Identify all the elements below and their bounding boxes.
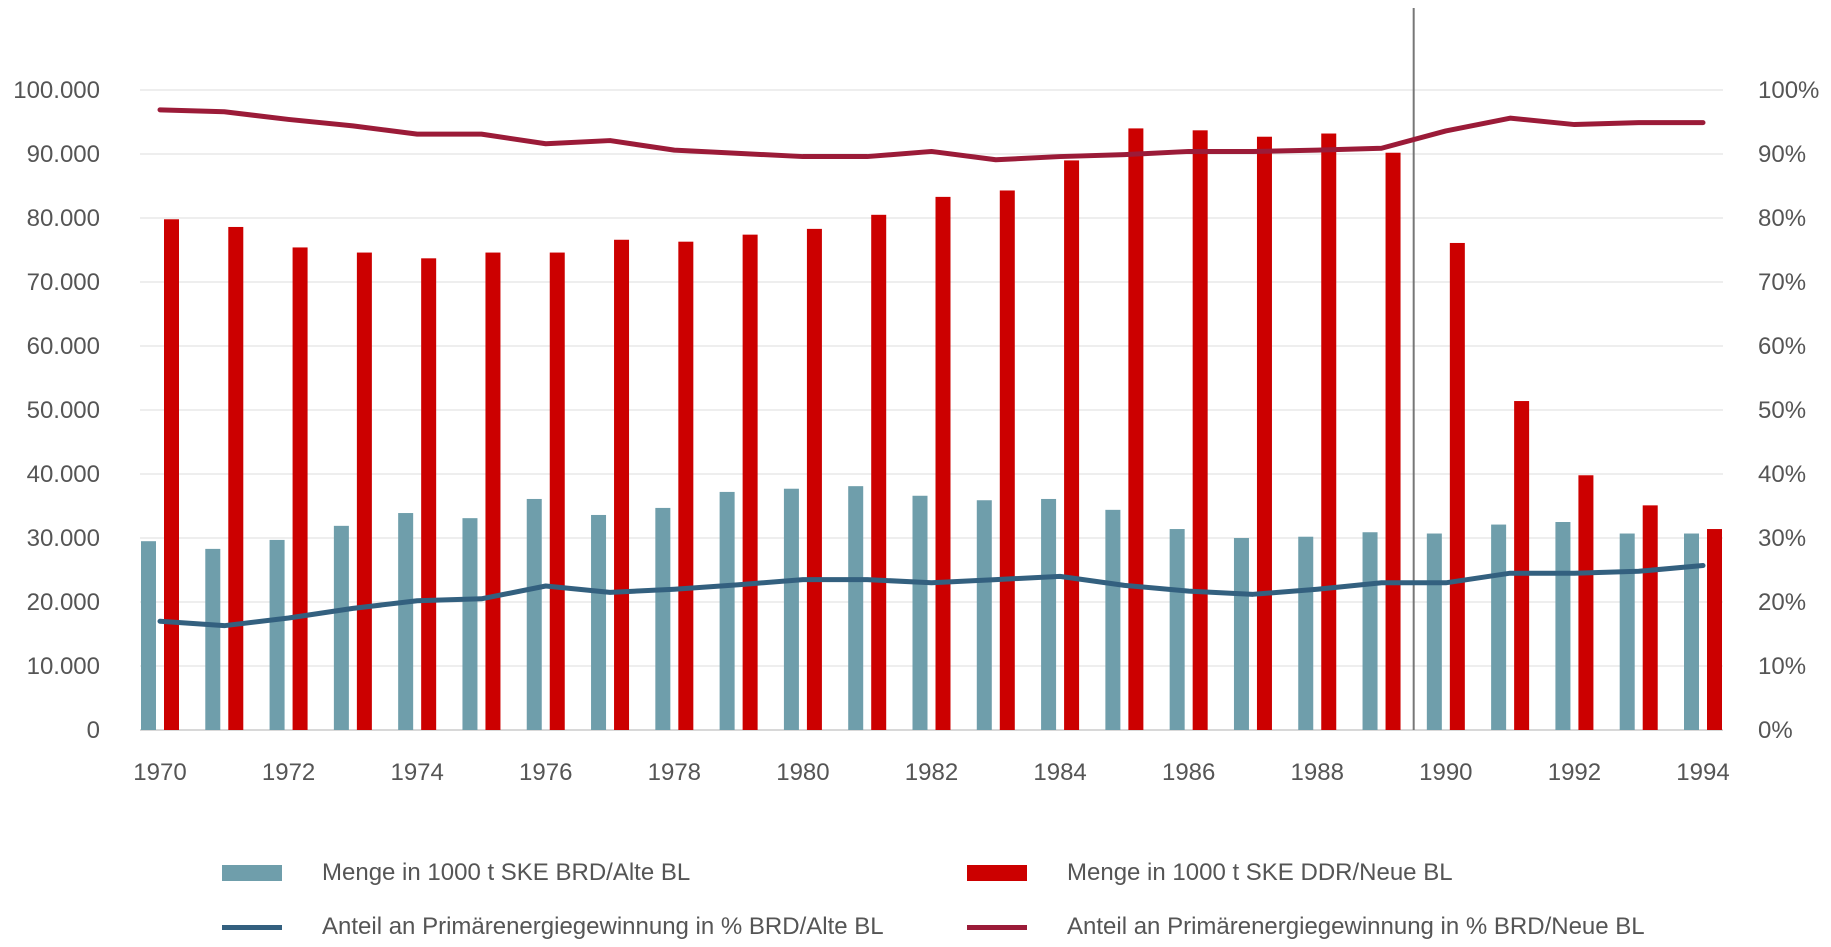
bar-ddr-1983	[999, 190, 1015, 731]
y-right-tick-label: 0%	[1758, 717, 1793, 744]
bar-ddr-1992	[1578, 475, 1594, 730]
bar-ddr-1974	[421, 258, 437, 730]
bar-brd-1984	[1041, 498, 1057, 730]
bar-brd-1976	[526, 498, 542, 730]
bar-brd-1980	[783, 488, 799, 730]
bar-brd-1971	[205, 548, 221, 730]
bar-ddr-1977	[614, 239, 630, 730]
x-tick-label: 1978	[648, 759, 701, 786]
bar-ddr-1991	[1514, 401, 1530, 730]
bar-ddr-1993	[1642, 505, 1658, 730]
bar-ddr-1979	[742, 234, 758, 730]
x-tick-label: 1980	[776, 759, 829, 786]
bar-brd-1994	[1684, 533, 1699, 730]
x-tick-label: 1988	[1291, 759, 1344, 786]
x-tick-label: 1972	[262, 759, 315, 786]
y-right-tick-label: 100%	[1758, 77, 1819, 104]
bar-ddr-1982	[935, 196, 951, 730]
bar-brd-1990	[1426, 533, 1442, 730]
y-right-tick-label: 30%	[1758, 525, 1806, 552]
bar-brd-1986	[1169, 529, 1185, 730]
bar-ddr-1994	[1707, 529, 1722, 730]
x-tick-label: 1974	[390, 759, 443, 786]
bar-brd-1987	[1233, 538, 1249, 730]
bar-ddr-1973	[356, 252, 372, 730]
bar-ddr-1970	[164, 219, 179, 730]
bar-ddr-1984	[1064, 160, 1080, 730]
bar-brd-1985	[1105, 509, 1121, 730]
y-right-tick-label: 10%	[1758, 653, 1806, 680]
y-left-tick-label: 30.000	[27, 525, 100, 552]
x-tick-label: 1970	[133, 759, 186, 786]
bar-brd-1982	[912, 495, 928, 730]
bar-brd-1977	[591, 514, 607, 730]
y-right-tick-label: 80%	[1758, 205, 1806, 232]
bar-ddr-1976	[549, 252, 565, 730]
x-tick-label: 1994	[1676, 759, 1729, 786]
y-left-tick-label: 40.000	[27, 461, 100, 488]
y-left-tick-label: 60.000	[27, 333, 100, 360]
bar-ddr-1987	[1256, 136, 1272, 731]
bar-brd-1988	[1298, 536, 1314, 730]
y-left-tick-label: 50.000	[27, 397, 100, 424]
y-right-tick-label: 50%	[1758, 397, 1806, 424]
y-left-tick-label: 10.000	[27, 653, 100, 680]
bar-ddr-1975	[485, 252, 501, 730]
bar-brd-1993	[1619, 533, 1635, 730]
y-right-tick-label: 90%	[1758, 141, 1806, 168]
bar-brd-1972	[269, 539, 285, 730]
x-tick-label: 1986	[1162, 759, 1215, 786]
y-right-tick-label: 20%	[1758, 589, 1806, 616]
y-left-tick-label: 20.000	[27, 589, 100, 616]
bar-brd-1975	[462, 518, 478, 730]
x-tick-label: 1990	[1419, 759, 1472, 786]
y-left-tick-label: 70.000	[27, 269, 100, 296]
bar-brd-1970	[141, 541, 156, 730]
line-brd-anteil	[157, 563, 1706, 629]
x-tick-label: 1976	[519, 759, 572, 786]
x-tick-label: 1992	[1548, 759, 1601, 786]
line-neue-anteil	[157, 107, 1706, 163]
x-tick-label: 1984	[1033, 759, 1086, 786]
bar-ddr-1980	[806, 228, 822, 730]
bar-brd-1991	[1491, 524, 1507, 730]
bar-ddr-1985	[1128, 128, 1144, 730]
bar-brd-1989	[1362, 532, 1378, 730]
bar-ddr-1986	[1192, 130, 1208, 730]
bar-ddr-1971	[228, 226, 244, 730]
bar-brd-1978	[655, 507, 671, 730]
bar-ddr-1989	[1385, 152, 1401, 731]
y-left-tick-label: 80.000	[27, 205, 100, 232]
y-left-tick-label: 90.000	[27, 141, 100, 168]
x-tick-label: 1982	[905, 759, 958, 786]
bar-brd-1981	[848, 486, 864, 730]
y-left-tick-label: 100.000	[13, 77, 100, 104]
y-right-tick-label: 40%	[1758, 461, 1806, 488]
y-right-tick-label: 70%	[1758, 269, 1806, 296]
bar-brd-1983	[976, 500, 992, 730]
bar-ddr-1988	[1321, 133, 1337, 730]
bar-brd-1973	[333, 525, 349, 730]
bar-ddr-1990	[1449, 242, 1465, 730]
bar-brd-1979	[719, 491, 735, 730]
bar-ddr-1972	[292, 247, 308, 730]
y-left-tick-label: 0	[87, 717, 100, 744]
bar-ddr-1981	[871, 214, 887, 731]
bar-brd-1992	[1555, 522, 1571, 730]
bar-ddr-1978	[678, 241, 694, 730]
bar-brd-1974	[398, 513, 414, 730]
y-right-tick-label: 60%	[1758, 333, 1806, 360]
